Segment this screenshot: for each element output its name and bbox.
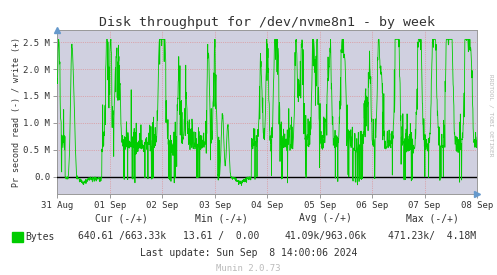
Y-axis label: Pr second read (-) / write (+): Pr second read (-) / write (+) bbox=[11, 37, 20, 187]
Text: Last update: Sun Sep  8 14:00:06 2024: Last update: Sun Sep 8 14:00:06 2024 bbox=[140, 248, 357, 258]
Text: Min (-/+): Min (-/+) bbox=[195, 213, 248, 223]
Text: 41.09k/963.06k: 41.09k/963.06k bbox=[284, 231, 367, 241]
Text: Max (-/+): Max (-/+) bbox=[406, 213, 459, 223]
Text: 471.23k/  4.18M: 471.23k/ 4.18M bbox=[388, 231, 477, 241]
Text: RRDTOOL / TOBI OETIKER: RRDTOOL / TOBI OETIKER bbox=[488, 74, 493, 157]
Title: Disk throughput for /dev/nvme8n1 - by week: Disk throughput for /dev/nvme8n1 - by we… bbox=[99, 16, 435, 29]
Text: Munin 2.0.73: Munin 2.0.73 bbox=[216, 264, 281, 273]
Text: 13.61 /  0.00: 13.61 / 0.00 bbox=[183, 231, 259, 241]
Text: Cur (-/+): Cur (-/+) bbox=[95, 213, 148, 223]
Text: 640.61 /663.33k: 640.61 /663.33k bbox=[78, 231, 166, 241]
Text: Bytes: Bytes bbox=[25, 232, 54, 242]
Text: Avg (-/+): Avg (-/+) bbox=[299, 213, 352, 223]
